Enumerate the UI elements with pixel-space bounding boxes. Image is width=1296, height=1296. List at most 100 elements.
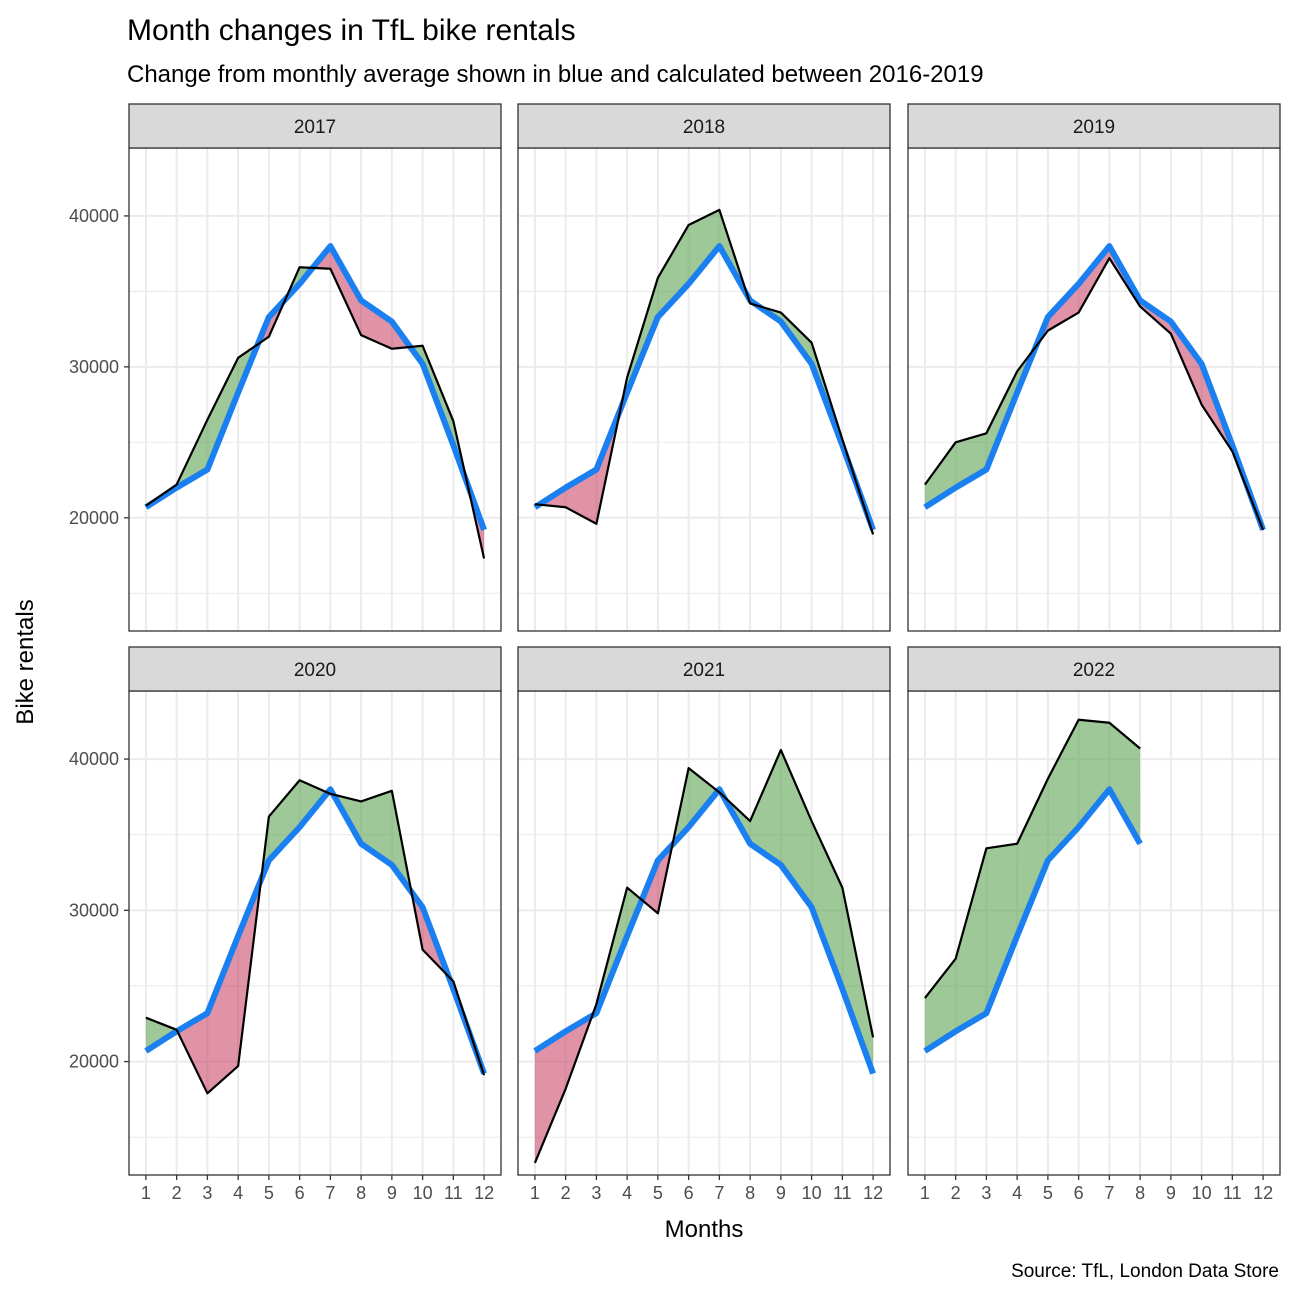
x-tick-label: 3 (981, 1183, 991, 1203)
actual-line-2021 (533, 748, 875, 1164)
x-tick-label: 5 (653, 1183, 663, 1203)
y-tick-label: 40000 (69, 749, 119, 769)
x-axis-title: Months (665, 1216, 744, 1243)
x-tick-label: 11 (833, 1183, 852, 1203)
facet-strip (517, 646, 891, 692)
ribbon-below-average (534, 1031, 566, 1163)
x-tick-label: 8 (356, 1183, 366, 1203)
facet-strip (907, 103, 1281, 149)
ribbon-above-average (1047, 719, 1079, 861)
facet-strip (128, 646, 502, 692)
x-tick-label: 7 (1104, 1183, 1114, 1203)
ribbon-below-average (330, 246, 362, 336)
ribbon-above-average (1109, 722, 1141, 844)
x-tick-label: 1 (920, 1183, 930, 1203)
x-tick-label: 10 (802, 1183, 822, 1203)
x-tick-label: 2 (951, 1183, 961, 1203)
x-tick-label: 3 (202, 1183, 212, 1203)
facet-strip-label: 2021 (683, 660, 725, 681)
ribbon-above-average (207, 357, 239, 470)
x-tick-label: 10 (413, 1183, 433, 1203)
x-tick-label: 12 (474, 1183, 494, 1203)
facet-strip-label: 2017 (294, 117, 336, 138)
ribbon-above-average (811, 821, 843, 989)
ribbon-above-average (986, 843, 1018, 1014)
ribbon-above-average (750, 749, 781, 865)
facet-strip-label: 2022 (1073, 660, 1115, 681)
facet-panel-2019: 2019 (907, 103, 1281, 632)
x-tick-label: 9 (387, 1183, 397, 1203)
x-tick-label: 9 (1166, 1183, 1176, 1203)
ribbon-above-average (627, 277, 658, 393)
x-tick-label: 8 (1135, 1183, 1145, 1203)
ribbon-above-average (780, 749, 812, 908)
facet-panel-2018: 2018 (517, 103, 891, 632)
ribbon-below-average (1170, 321, 1202, 405)
baseline-line-2019 (923, 243, 1266, 531)
x-tick-label: 1 (141, 1183, 151, 1203)
x-tick-label: 4 (233, 1183, 243, 1203)
x-tick-label: 5 (1043, 1183, 1053, 1203)
baseline-line-2020 (144, 786, 487, 1075)
x-tick-label: 2 (561, 1183, 571, 1203)
ribbon-above-average (1017, 778, 1048, 937)
ribbon-above-average (688, 209, 720, 284)
ribbon-above-average (842, 887, 874, 1074)
y-tick-label: 20000 (69, 1052, 119, 1072)
ribbon-above-average (924, 958, 956, 1051)
x-tick-label: 4 (1012, 1183, 1022, 1203)
chart-title: Month changes in TfL bike rentals (127, 14, 576, 47)
baseline-line-2018 (533, 243, 876, 531)
x-tick-label: 6 (684, 1183, 694, 1203)
chart-subtitle: Change from monthly average shown in blu… (127, 61, 984, 88)
ribbon-above-average (268, 780, 300, 861)
ribbon-above-average (688, 768, 718, 828)
x-tick-label: 9 (776, 1183, 786, 1203)
actual-line-2018 (534, 208, 875, 535)
x-tick-label: 6 (1074, 1183, 1084, 1203)
facet-strip (128, 103, 502, 149)
x-tick-label: 5 (264, 1183, 274, 1203)
actual-line-2017 (145, 266, 486, 559)
x-tick-label: 12 (1253, 1183, 1273, 1203)
facet-strip-label: 2020 (294, 660, 336, 681)
facet-strip (907, 646, 1281, 692)
ribbon-below-average (207, 936, 239, 1094)
x-tick-label: 6 (295, 1183, 305, 1203)
y-tick-label: 20000 (69, 508, 119, 528)
x-tick-label: 12 (863, 1183, 883, 1203)
x-tick-label: 7 (714, 1183, 724, 1203)
x-tick-label: 10 (1192, 1183, 1212, 1203)
panel-background (129, 148, 501, 631)
ribbon-below-average (1078, 246, 1110, 313)
panel-background (908, 148, 1280, 631)
x-tick-label: 1 (530, 1183, 540, 1203)
y-tick-label: 40000 (69, 206, 119, 226)
x-tick-label: 8 (745, 1183, 755, 1203)
facet-strip-label: 2019 (1073, 117, 1115, 138)
facet-strip (517, 103, 891, 149)
actual-line-2019 (924, 257, 1265, 531)
ribbon-above-average (955, 848, 987, 1032)
facet-strip-label: 2018 (683, 117, 725, 138)
facet-panels: 2017 20000 30000 40000 2018 2019 2020 20000 3000… (69, 103, 1281, 1203)
x-tick-label: 4 (622, 1183, 632, 1203)
ribbon-above-average (657, 224, 689, 318)
x-tick-label: 7 (325, 1183, 335, 1203)
y-tick-label: 30000 (69, 357, 119, 377)
panel-background (129, 691, 501, 1175)
y-axis-title: Bike rentals (12, 599, 39, 724)
y-tick-label: 30000 (69, 900, 119, 920)
x-tick-label: 11 (444, 1183, 463, 1203)
chart-caption: Source: TfL, London Data Store (1011, 1261, 1279, 1282)
x-tick-label: 11 (1223, 1183, 1242, 1203)
x-tick-label: 3 (591, 1183, 601, 1203)
baseline-line-2017 (144, 243, 487, 531)
baseline-line-2022 (923, 786, 1143, 1054)
actual-line-2022 (924, 718, 1141, 999)
